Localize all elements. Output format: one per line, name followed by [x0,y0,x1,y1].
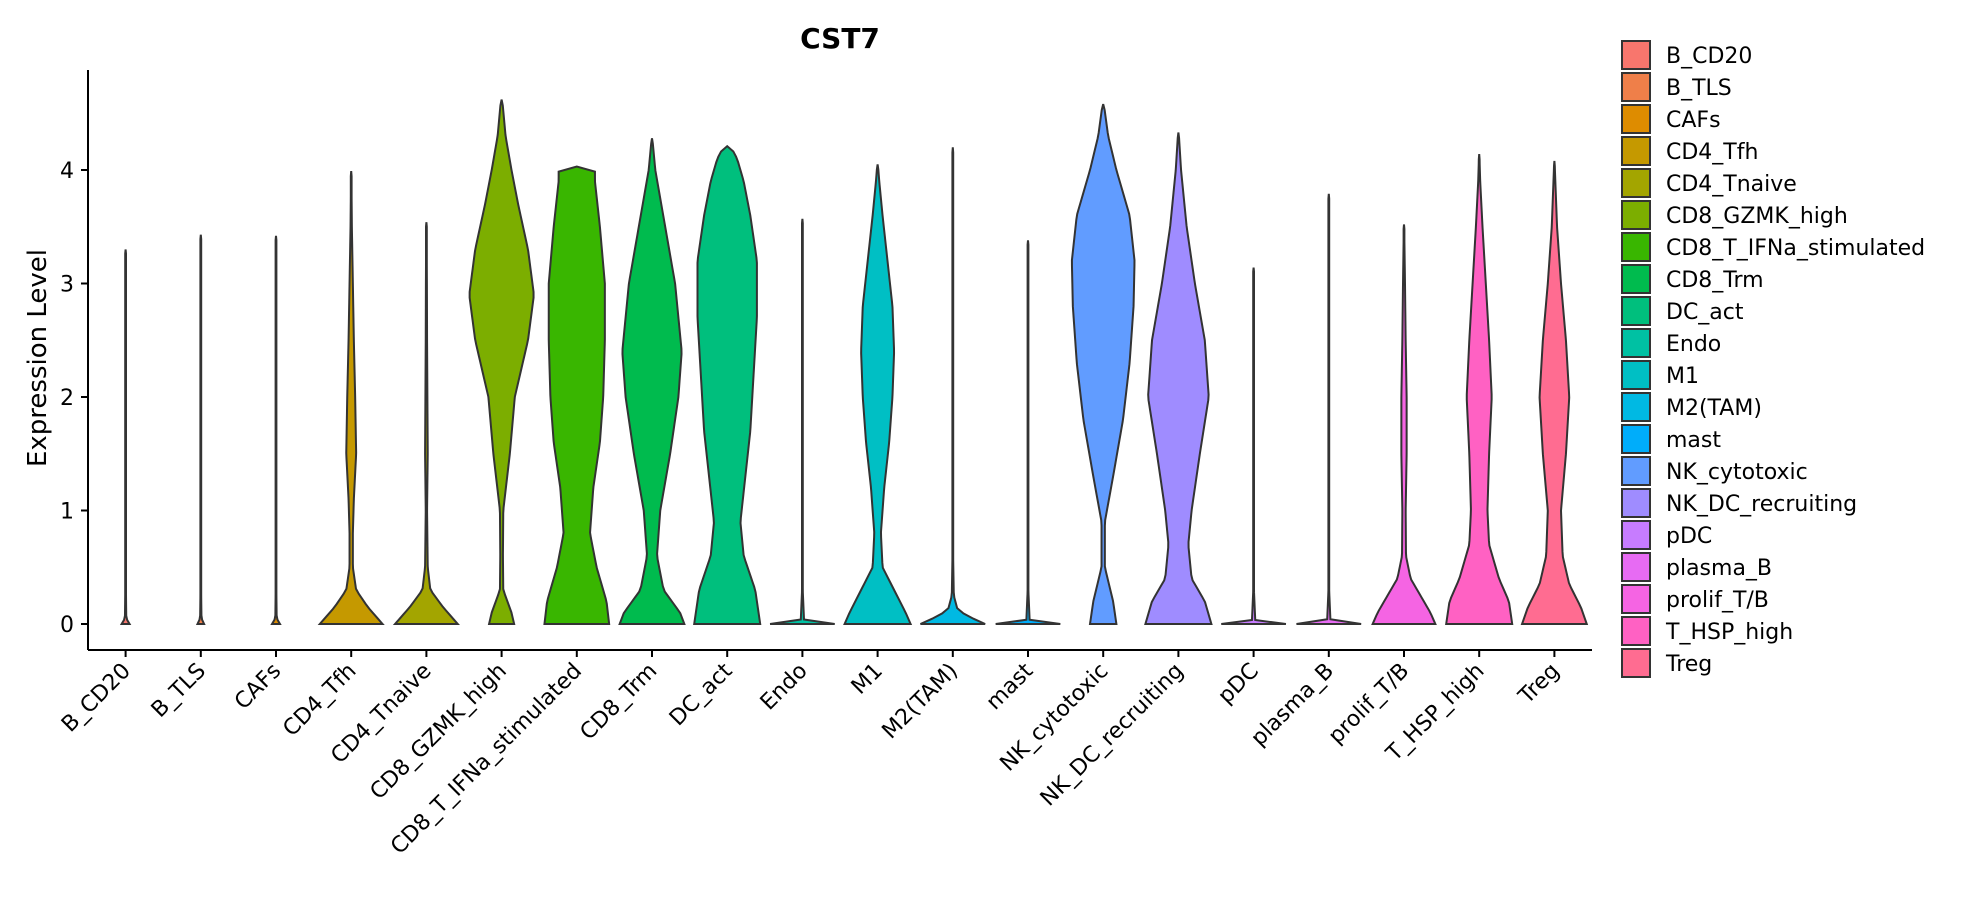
x-tick-label: Treg [1514,659,1565,710]
x-tick-label: Endo [756,659,813,716]
legend-label: B_CD20 [1666,44,1752,69]
violin-CD4_Tnaive [392,222,460,625]
violin-M2(TAM) [920,147,986,625]
y-tick-label: 4 [60,159,74,184]
violin-CD4_Tfh [317,171,385,625]
violin-Treg [1520,160,1589,625]
legend-label: mast [1666,428,1721,453]
legend-swatch-T_HSP_high [1621,616,1651,646]
legend-label: CD4_Tfh [1666,140,1758,165]
violin-M1 [843,164,913,625]
legend-label: B_TLS [1666,76,1732,101]
legend-label: T_HSP_high [1665,620,1793,645]
violin-prolif_T/B [1371,224,1437,625]
legend-swatch-CD4_Tnaive [1621,168,1651,198]
x-tick-label: B_TLS [147,659,211,723]
legend-label: plasma_B [1666,556,1772,581]
violin-plasma_B [1296,193,1362,625]
violin-Endo [769,218,835,625]
x-tick-label: NK_DC_recruiting [1036,659,1189,812]
legend-label: M2(TAM) [1666,396,1762,421]
legend-label: pDC [1666,524,1712,549]
y-tick-label: 3 [60,273,74,298]
legend-label: CD8_Trm [1666,268,1764,293]
legend-label: Endo [1666,332,1721,357]
legend-swatch-NK_cytotoxic [1621,456,1651,486]
legend-label: Treg [1665,652,1712,677]
violin-B_CD20 [119,249,132,625]
x-tick-label: CD8_Trm [576,659,663,746]
legend-label: CAFs [1666,108,1721,133]
legend-swatch-B_TLS [1621,72,1651,102]
violin-CD8_T_IFNa_stimulated [543,165,611,625]
x-tick-label: B_CD20 [57,659,136,738]
x-tick-label: DC_act [665,658,738,731]
violin-CAFs [270,235,282,625]
y-tick-label: 0 [60,613,74,638]
legend-swatch-M2(TAM) [1621,392,1651,422]
y-axis-label: Expression Level [23,249,53,467]
x-tick-label: M1 [847,659,888,700]
legend-swatch-CD8_Trm [1621,264,1651,294]
y-tick-label: 1 [60,500,74,525]
violin-NK_DC_recruiting [1144,132,1213,625]
legend-swatch-DC_act [1621,296,1651,326]
legend: B_CD20 B_TLS CAFs CD4_Tfh CD4_Tnaive CD8_GZMK… [1621,40,1925,678]
legend-label: CD4_Tnaive [1666,172,1797,197]
legend-swatch-mast [1621,424,1651,454]
legend-label: NK_DC_recruiting [1666,492,1857,517]
legend-swatch-CAFs [1621,104,1651,134]
x-tick-label: CAFs [230,659,286,715]
legend-label: CD8_T_IFNa_stimulated [1666,236,1925,261]
legend-swatch-Treg [1621,648,1651,678]
violin-pDC [1221,267,1287,625]
violin-T_HSP_high [1445,154,1514,625]
legend-label: NK_cytotoxic [1666,460,1808,485]
legend-label: CD8_GZMK_high [1666,204,1848,229]
legend-swatch-pDC [1621,520,1651,550]
x-tick-label: M2(TAM) [878,659,963,744]
violin-mast [995,240,1061,625]
legend-label: M1 [1666,364,1699,389]
legend-label: DC_act [1666,300,1744,325]
x-tick-label: mast [982,658,1039,715]
legend-swatch-plasma_B [1621,552,1651,582]
x-tick-label: CD8_GZMK_high [366,659,512,805]
legend-swatch-Endo [1621,328,1651,358]
chart-title: CST7 [800,22,880,55]
legend-label: prolif_T/B [1666,588,1769,613]
x-tick-label: pDC [1213,659,1263,709]
violin-DC_act [693,144,762,625]
legend-swatch-CD8_GZMK_high [1621,200,1651,230]
legend-swatch-CD8_T_IFNa_stimulated [1621,232,1651,262]
violin-CD8_Trm [618,138,686,625]
legend-swatch-B_CD20 [1621,40,1651,70]
x-tick-label: plasma_B [1246,659,1339,752]
y-tick-label: 2 [60,386,74,411]
legend-swatch-CD4_Tfh [1621,136,1651,166]
violin-NK_cytotoxic [1070,103,1136,625]
legend-swatch-prolif_T/B [1621,584,1651,614]
legend-swatch-M1 [1621,360,1651,390]
legend-swatch-NK_DC_recruiting [1621,488,1651,518]
violin-B_TLS [195,234,206,625]
violin-CD8_GZMK_high [468,99,535,625]
